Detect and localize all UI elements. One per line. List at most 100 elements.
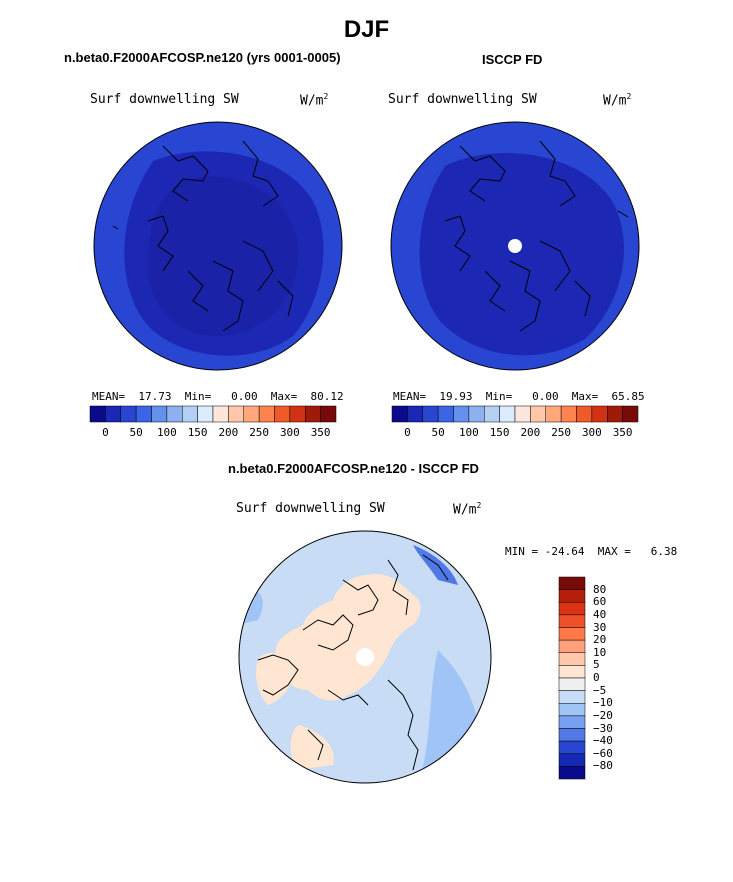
panel2-colorbar-tick-label: 0 — [404, 426, 411, 439]
panel1-colorbar-box — [182, 405, 198, 423]
diff-colorbar-box — [558, 766, 586, 780]
panel1-colorbar-tick-label: 350 — [310, 426, 331, 439]
panel2-colorbar-tick-label: 50 — [431, 426, 445, 439]
panel2-colorbar-box — [560, 405, 577, 423]
diff-colorbar-level-label: 20 — [593, 633, 607, 647]
diff-border — [238, 530, 492, 784]
panel2-colorbar-box — [591, 405, 608, 423]
diff-colorbar-level-label: 60 — [593, 595, 607, 609]
panel1-colorbar-box — [166, 405, 183, 423]
diff-colorbar-level-label: 30 — [593, 620, 607, 634]
panel2-colorbar-box — [576, 405, 593, 423]
panel2-colorbar-box — [514, 405, 531, 423]
panel2-colorbar-box — [607, 405, 623, 423]
panel1-colorbar-box — [305, 405, 321, 423]
diff-colorbar-box — [558, 728, 586, 742]
panel2-colorbar-tick-label: 150 — [489, 426, 510, 439]
diff-colorbar-box — [558, 740, 586, 755]
panel1-colorbar-box — [151, 405, 168, 423]
diff-strong-negative — [413, 545, 458, 585]
diff-colorbar-box — [558, 602, 586, 616]
diff-minmax: MIN = -24.64 MAX = 6.38 — [505, 545, 678, 558]
panel1-colorbar-box — [120, 405, 137, 423]
panel2-variable-label: Surf downwelling SW — [388, 92, 537, 107]
diff-pole-hole — [356, 648, 374, 666]
panel1-colorbar-tick-label: 250 — [249, 426, 270, 439]
panel1-colorbar-box — [274, 405, 291, 423]
diff-colorbar — [558, 576, 586, 780]
figure-title: DJF — [343, 16, 390, 43]
diff-colorbar-level-label: −5 — [593, 683, 607, 697]
diff-colorbar-box — [558, 703, 586, 717]
panel2-colorbar-box — [453, 405, 470, 423]
diff-colorbar-box — [558, 614, 586, 628]
diff-colorbar-box — [558, 627, 586, 641]
diff-units-label: W/m2 — [453, 501, 482, 518]
panel2-colorbar-box — [407, 405, 424, 423]
panel2-colorbar-tick-label: 200 — [520, 426, 541, 439]
map2-pole-hole — [508, 239, 522, 253]
panel1-colorbar-box — [228, 405, 245, 423]
panel1-stats: MEAN= 17.73 Min= 0.00 Max= 80.12 — [92, 390, 344, 403]
panel1-colorbar-box — [105, 405, 122, 423]
diff-alaska-positive — [256, 653, 294, 705]
panel1-colorbar-tick-label: 150 — [187, 426, 208, 439]
diff-variable-label: Surf downwelling SW — [236, 501, 385, 516]
diff-colorbar-level-label: −80 — [593, 759, 613, 773]
diff-polar-map — [238, 530, 492, 784]
diff-colorbar-box — [558, 639, 586, 654]
panel1-colorbar — [89, 405, 337, 423]
panel1-colorbar-tick-label: 300 — [279, 426, 300, 439]
panel1-colorbar-box — [197, 405, 214, 423]
diff-colorbar-level-label: 5 — [593, 658, 600, 672]
diff-coastlines — [257, 554, 449, 771]
panel1-title: n.beta0.F2000AFCOSP.ne120 (yrs 0001-0005… — [64, 50, 341, 65]
panel2-colorbar-tick-label: 250 — [551, 426, 572, 439]
panel2-colorbar — [391, 405, 639, 423]
diff-colorbar-box — [558, 665, 586, 679]
panel2-colorbar-box — [391, 405, 408, 423]
diff-colorbar-box — [558, 677, 586, 691]
diff-siberia-positive — [290, 725, 334, 770]
diff-title: n.beta0.F2000AFCOSP.ne120 - ISCCP FD — [228, 461, 479, 476]
panel1-colorbar-tick-label: 200 — [218, 426, 239, 439]
diff-colorbar-box — [558, 690, 586, 704]
panel1-colorbar-box — [258, 405, 275, 423]
diff-colorbar-level-label: 80 — [593, 582, 607, 596]
diff-land-positive — [275, 574, 421, 701]
panel1-colorbar-box — [89, 405, 106, 423]
panel1-units-label: W/m2 — [300, 92, 329, 109]
map2-mid-band — [419, 153, 624, 356]
diff-colorbar-level-label: 0 — [593, 671, 600, 684]
panel1-colorbar-box — [320, 405, 337, 423]
panel2-polar-map — [390, 121, 640, 371]
panel2-colorbar-box — [499, 405, 516, 423]
diff-colorbar-box — [558, 753, 586, 767]
panel1-colorbar-tick-label: 50 — [129, 426, 143, 439]
diff-colorbar-level-label: −30 — [593, 721, 613, 735]
diff-colorbar-box — [558, 652, 586, 666]
panel2-colorbar-tick-label: 100 — [458, 426, 479, 439]
panel2-colorbar-box — [484, 405, 500, 423]
map1-coastlines — [112, 140, 294, 332]
diff-colorbar-box — [558, 589, 586, 603]
panel1-colorbar-box — [135, 405, 152, 423]
diff-colorbar-level-label: 40 — [593, 607, 607, 621]
diff-colorbar-level-label: −10 — [593, 696, 613, 710]
map1-border — [93, 121, 343, 371]
panel1-colorbar-box — [243, 405, 260, 423]
panel2-title: ISCCP FD — [482, 52, 543, 67]
panel2-colorbar-box — [545, 405, 562, 423]
panel1-colorbar-box — [289, 405, 306, 423]
panel2-colorbar-box — [422, 405, 439, 423]
panel2-colorbar-box — [530, 405, 547, 423]
panel2-colorbar-box — [437, 405, 454, 423]
panel1-colorbar-tick-label: 0 — [102, 426, 109, 439]
panel1-variable-label: Surf downwelling SW — [90, 92, 239, 107]
panel2-stats: MEAN= 19.93 Min= 0.00 Max= 65.85 — [393, 390, 645, 403]
panel2-units-label: W/m2 — [603, 92, 632, 109]
diff-colorbar-box — [558, 715, 586, 729]
panel2-colorbar-box — [468, 405, 485, 423]
panel2-colorbar-tick-label: 300 — [581, 426, 602, 439]
panel2-colorbar-tick-label: 350 — [612, 426, 633, 439]
